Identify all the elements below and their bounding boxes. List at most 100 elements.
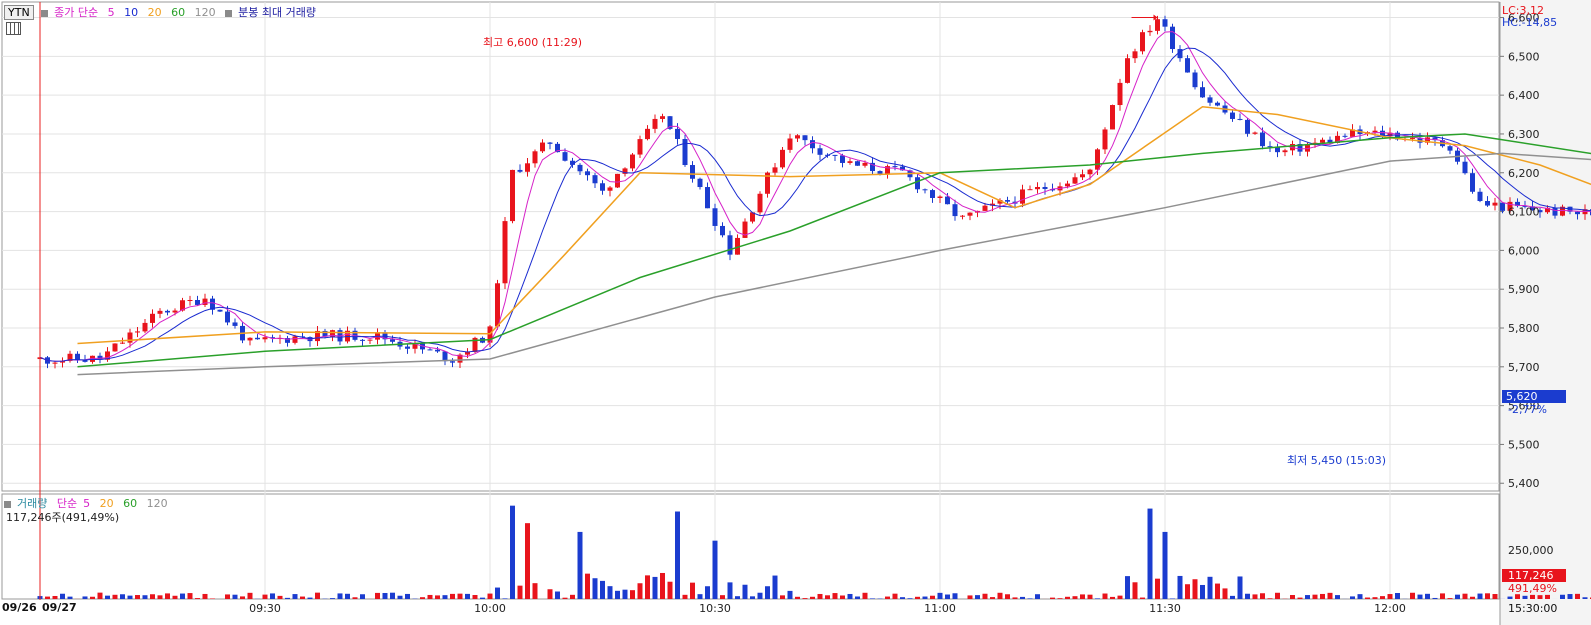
candle-body xyxy=(112,343,118,352)
volume-bar xyxy=(472,595,478,599)
candle-body xyxy=(1515,201,1520,206)
y-tick-label: 6,300 xyxy=(1508,128,1540,141)
volume-bar xyxy=(742,584,748,599)
volume-bar xyxy=(862,592,868,599)
candle-body xyxy=(1267,146,1273,148)
volume-bar xyxy=(60,593,65,599)
axis-labels: 09:3010:0010:3011:0011:3012:0012:3013:00… xyxy=(249,12,1540,615)
candle-body xyxy=(735,237,740,255)
volume-bar xyxy=(787,590,793,599)
candle-body xyxy=(165,310,170,313)
table-view-icon[interactable] xyxy=(6,22,21,35)
volume-bar xyxy=(667,581,673,599)
volume-bar xyxy=(1117,595,1123,599)
volume-bar xyxy=(585,573,590,599)
x-tick-label: 12:00 xyxy=(1374,602,1406,615)
volume-bar xyxy=(390,592,395,599)
candle-body xyxy=(195,300,200,305)
candle-body xyxy=(592,175,598,184)
volume-bar xyxy=(105,595,110,599)
volume-bar xyxy=(1087,594,1093,599)
candle-body xyxy=(817,148,823,155)
candle-body xyxy=(772,167,778,173)
volume-bar xyxy=(1192,579,1198,599)
volume-bar xyxy=(1372,597,1378,599)
candle-body xyxy=(1477,191,1483,202)
candle-body xyxy=(682,139,688,166)
candle-body xyxy=(202,298,208,305)
volume-bar xyxy=(172,595,178,599)
volume-bar xyxy=(982,593,988,599)
ticker-badge[interactable]: YTN xyxy=(4,5,34,20)
candle-body xyxy=(270,337,275,339)
volume-bar xyxy=(937,592,943,599)
volume-bar xyxy=(600,580,605,599)
volume-bar xyxy=(1350,596,1355,599)
volume-bar xyxy=(90,596,95,599)
candle-body xyxy=(712,208,718,226)
candle-body xyxy=(1035,186,1040,190)
candle-body xyxy=(585,171,590,176)
candle-body xyxy=(1372,130,1378,133)
date-label-0927: 09/27 xyxy=(42,601,77,614)
candle-body xyxy=(1042,186,1048,190)
volume-bar xyxy=(840,595,845,599)
high-annotation: 최고 6,600 (11:29) xyxy=(483,36,583,49)
vol-ma120-legend: 120 xyxy=(146,497,168,510)
volume-bar xyxy=(285,597,290,599)
ma5-legend: 5 xyxy=(107,6,115,19)
volume-bar xyxy=(847,593,853,599)
volume-bar xyxy=(52,595,58,599)
volume-bar xyxy=(457,593,463,599)
candle-body xyxy=(1125,58,1130,83)
candle-body xyxy=(1470,173,1475,192)
candle-body xyxy=(1102,129,1108,150)
candle-body xyxy=(1207,97,1213,103)
volume-bar xyxy=(270,593,275,599)
y-tick-label: 5,500 xyxy=(1508,438,1540,451)
volume-bar xyxy=(1020,596,1025,599)
candle-body xyxy=(525,163,530,172)
volume-bar xyxy=(1582,597,1588,599)
candle-body xyxy=(1087,169,1093,175)
volume-bar xyxy=(157,595,163,599)
candle-body xyxy=(615,173,620,188)
candle-body xyxy=(795,135,800,139)
candle-body xyxy=(1170,26,1175,50)
volume-bar xyxy=(1432,597,1438,599)
candle-body xyxy=(660,116,665,119)
candle-body xyxy=(847,161,853,163)
volume-bar xyxy=(1335,595,1340,599)
candle-body xyxy=(60,360,65,363)
candle-body xyxy=(157,310,163,314)
volume-bar xyxy=(765,586,770,599)
candle-body xyxy=(405,346,410,349)
candle-body xyxy=(52,362,58,364)
volume-bar xyxy=(652,576,658,599)
price-pane[interactable] xyxy=(1,1,1500,492)
volume-bar xyxy=(1492,594,1498,599)
volume-bar xyxy=(1185,584,1190,599)
candle-body xyxy=(457,354,463,363)
candle-body xyxy=(1260,132,1265,147)
candle-body xyxy=(547,142,553,144)
x-tick-label: 11:00 xyxy=(924,602,956,615)
candle-body xyxy=(1237,118,1243,120)
y-tick-label: 6,100 xyxy=(1508,206,1540,219)
candle-body xyxy=(285,338,290,343)
volume-bar xyxy=(1425,593,1430,599)
candle-body xyxy=(892,166,898,168)
volume-bar xyxy=(1132,582,1138,599)
volume-bar xyxy=(817,593,823,599)
candle-body xyxy=(1327,139,1333,143)
volume-bar xyxy=(1177,575,1183,599)
candle-body xyxy=(982,205,988,211)
volume-bar xyxy=(592,578,598,599)
volume-bar xyxy=(1537,595,1543,599)
candle-body xyxy=(1447,146,1453,151)
candle-body xyxy=(1095,149,1100,170)
volume-bar xyxy=(427,594,433,599)
candle-body xyxy=(870,162,875,172)
volume-bar xyxy=(997,592,1003,599)
volume-bar xyxy=(772,575,778,599)
